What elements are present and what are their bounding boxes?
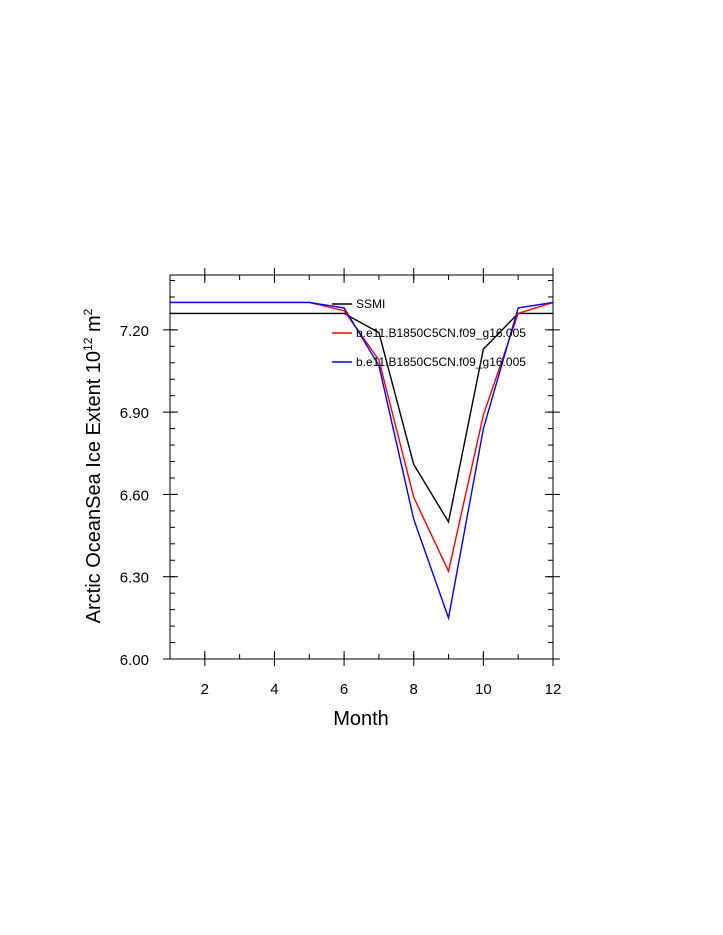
y-tick-label: 6.90 [120, 405, 149, 422]
y-tick-labels: 6.00 6.30 6.60 6.90 7.20 [120, 323, 149, 669]
plot-frame [169, 274, 554, 660]
legend-label: b.e11.B1850C5CN.f09_g16.005 [356, 355, 526, 369]
series-line-3 [170, 301, 554, 621]
x-tick-label: 12 [545, 681, 562, 698]
y-tick-label: 6.60 [120, 487, 149, 504]
x-tick-label: 6 [340, 681, 348, 698]
legend-label: SSMI [356, 297, 385, 311]
x-axis-label: Month [333, 708, 389, 730]
x-tick-label: 2 [201, 681, 209, 698]
x-tick-label: 10 [475, 681, 492, 698]
y-tick-label: 6.00 [120, 652, 149, 669]
y-tick-label: 6.30 [120, 570, 149, 587]
series-line-1 [170, 312, 553, 524]
y-axis-label-text: Arctic OceanSea Ice Extent 10 [83, 351, 105, 623]
y-axis-label-exponent: 12 [81, 337, 95, 351]
y-axis-label-unit: m [83, 315, 105, 337]
legend: SSMI b.e11.B1850C5CN.f09_g16.005 b.e11.B18… [332, 297, 526, 369]
series-line-2 [170, 301, 554, 574]
x-tick-label: 4 [270, 681, 278, 698]
series-lines [170, 301, 554, 621]
y-tick-label: 7.20 [120, 323, 149, 340]
x-tick-label: 8 [410, 681, 418, 698]
y-axis-label: Arctic OceanSea Ice Extent 1012 m2 [81, 308, 105, 623]
x-tick-labels: 2 4 6 8 10 12 [201, 681, 562, 698]
y-axis-label-unit-exponent: 2 [81, 308, 95, 315]
legend-label: b.e11.B1850C5CN.f09_g16.005 [356, 326, 526, 340]
